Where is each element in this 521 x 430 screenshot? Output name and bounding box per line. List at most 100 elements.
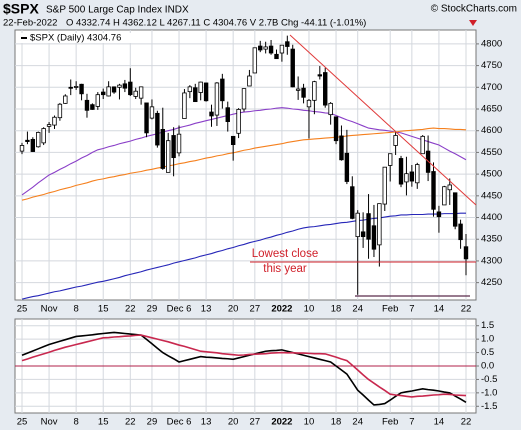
x-tick-label: Feb [382, 304, 398, 315]
series-line [21, 331, 467, 406]
y-tick-label: 4600 [481, 125, 502, 136]
x-tick-label: 13 [201, 304, 212, 315]
candle-body [149, 106, 155, 119]
x-tick-label: 25 [17, 417, 28, 428]
x-tick-label: 20 [228, 417, 239, 428]
y-tick-label: 4350 [481, 234, 502, 245]
candle-body [431, 171, 436, 210]
x-tick-label: 22 [461, 417, 472, 428]
x-tick-label: Nov [41, 417, 58, 428]
candle-body [133, 90, 138, 97]
candle-body [404, 173, 409, 183]
x-tick-label: Feb [382, 417, 398, 428]
candle-body [279, 44, 285, 54]
candle-body [106, 86, 111, 97]
x-tick-label: 29 [147, 304, 158, 315]
candle-body [350, 186, 355, 219]
x-tick-label: 15 [98, 304, 109, 315]
candle-body [155, 112, 160, 146]
y-tick-label: 4550 [481, 147, 502, 158]
candle-body [95, 94, 101, 107]
candle-body [371, 225, 377, 250]
candle-body [63, 95, 68, 104]
candle-body [57, 103, 63, 119]
candle-body [198, 81, 203, 93]
x-tick-label: 24 [352, 417, 363, 428]
y-tick-label: 4750 [481, 60, 502, 71]
y-tick-label: 4800 [481, 38, 502, 49]
x-tick-label: 18 [331, 304, 342, 315]
candle-body [295, 88, 301, 91]
x-tick-label: 2022 [271, 304, 292, 315]
candle-body [214, 82, 220, 116]
candle-body [268, 45, 274, 54]
candle-body [144, 102, 149, 134]
y-tick-label: 1.5 [481, 320, 494, 331]
candle-body [436, 211, 442, 218]
chart-title: S&P 500 Large Cap Index INDX [46, 5, 189, 16]
x-tick-label: 22 [461, 304, 472, 315]
candle-body [339, 135, 344, 161]
x-tick-label: 18 [331, 417, 342, 428]
symbol: $SPX [3, 1, 39, 17]
y-tick-label: 1.0 [481, 334, 494, 345]
candle-body [176, 133, 182, 154]
candle-body [415, 164, 420, 184]
y-tick-label: 4650 [481, 104, 502, 115]
candle-body [46, 124, 52, 127]
candle-body [366, 213, 371, 240]
credit: © StockCharts.com [431, 4, 517, 15]
x-tick-label: 2022 [271, 417, 292, 428]
x-tick-label: 7 [409, 417, 414, 428]
candle-body [19, 145, 25, 152]
candle-body [301, 87, 306, 98]
series-line [21, 334, 467, 398]
candle-body [165, 140, 171, 173]
candle-body [138, 86, 144, 99]
y-tick-label: 4450 [481, 190, 502, 201]
candle-body [344, 152, 350, 182]
legend-box [19, 33, 131, 43]
candle-body [203, 82, 209, 102]
candle-body [30, 138, 36, 152]
y-tick-label: 4250 [481, 277, 502, 288]
candle-body [463, 246, 469, 260]
candle-body [442, 186, 447, 206]
candle-body [241, 88, 247, 110]
x-tick-label: 7 [409, 304, 414, 315]
candle-body [252, 47, 258, 74]
x-tick-label: 14 [434, 417, 445, 428]
candle-body [447, 184, 452, 191]
candle-body [68, 86, 73, 89]
candle-body [187, 86, 193, 93]
x-tick-label: 10 [304, 304, 315, 315]
x-tick-label: 10 [304, 417, 315, 428]
candle-body [117, 84, 122, 88]
x-tick-label: 8 [73, 417, 78, 428]
candle-body [79, 83, 84, 95]
candle-body [122, 83, 128, 89]
candle-body [220, 78, 225, 102]
x-tick-label: 13 [201, 417, 212, 428]
trendline [289, 34, 477, 206]
candle-body [382, 166, 387, 205]
candle-body [290, 48, 295, 88]
x-tick-label: 20 [228, 304, 239, 315]
candle-body [360, 231, 366, 238]
x-tick-label: 25 [17, 304, 28, 315]
candle-body [171, 135, 176, 159]
x-tick-label: 8 [73, 304, 78, 315]
y-tick-label: 0.5 [481, 347, 494, 358]
candle-body [41, 128, 46, 144]
annotation: Lowest close [252, 248, 318, 260]
candle-body [160, 129, 165, 169]
x-tick-label: 24 [352, 304, 363, 315]
x-tick-label: 22 [125, 417, 136, 428]
candle-body [420, 135, 425, 155]
candle-body [398, 158, 404, 185]
candle-body [312, 81, 317, 101]
y-tick-label: -1.5 [481, 401, 497, 412]
candle-body [84, 99, 90, 111]
candle-body [225, 107, 230, 122]
candle-body [236, 109, 241, 134]
